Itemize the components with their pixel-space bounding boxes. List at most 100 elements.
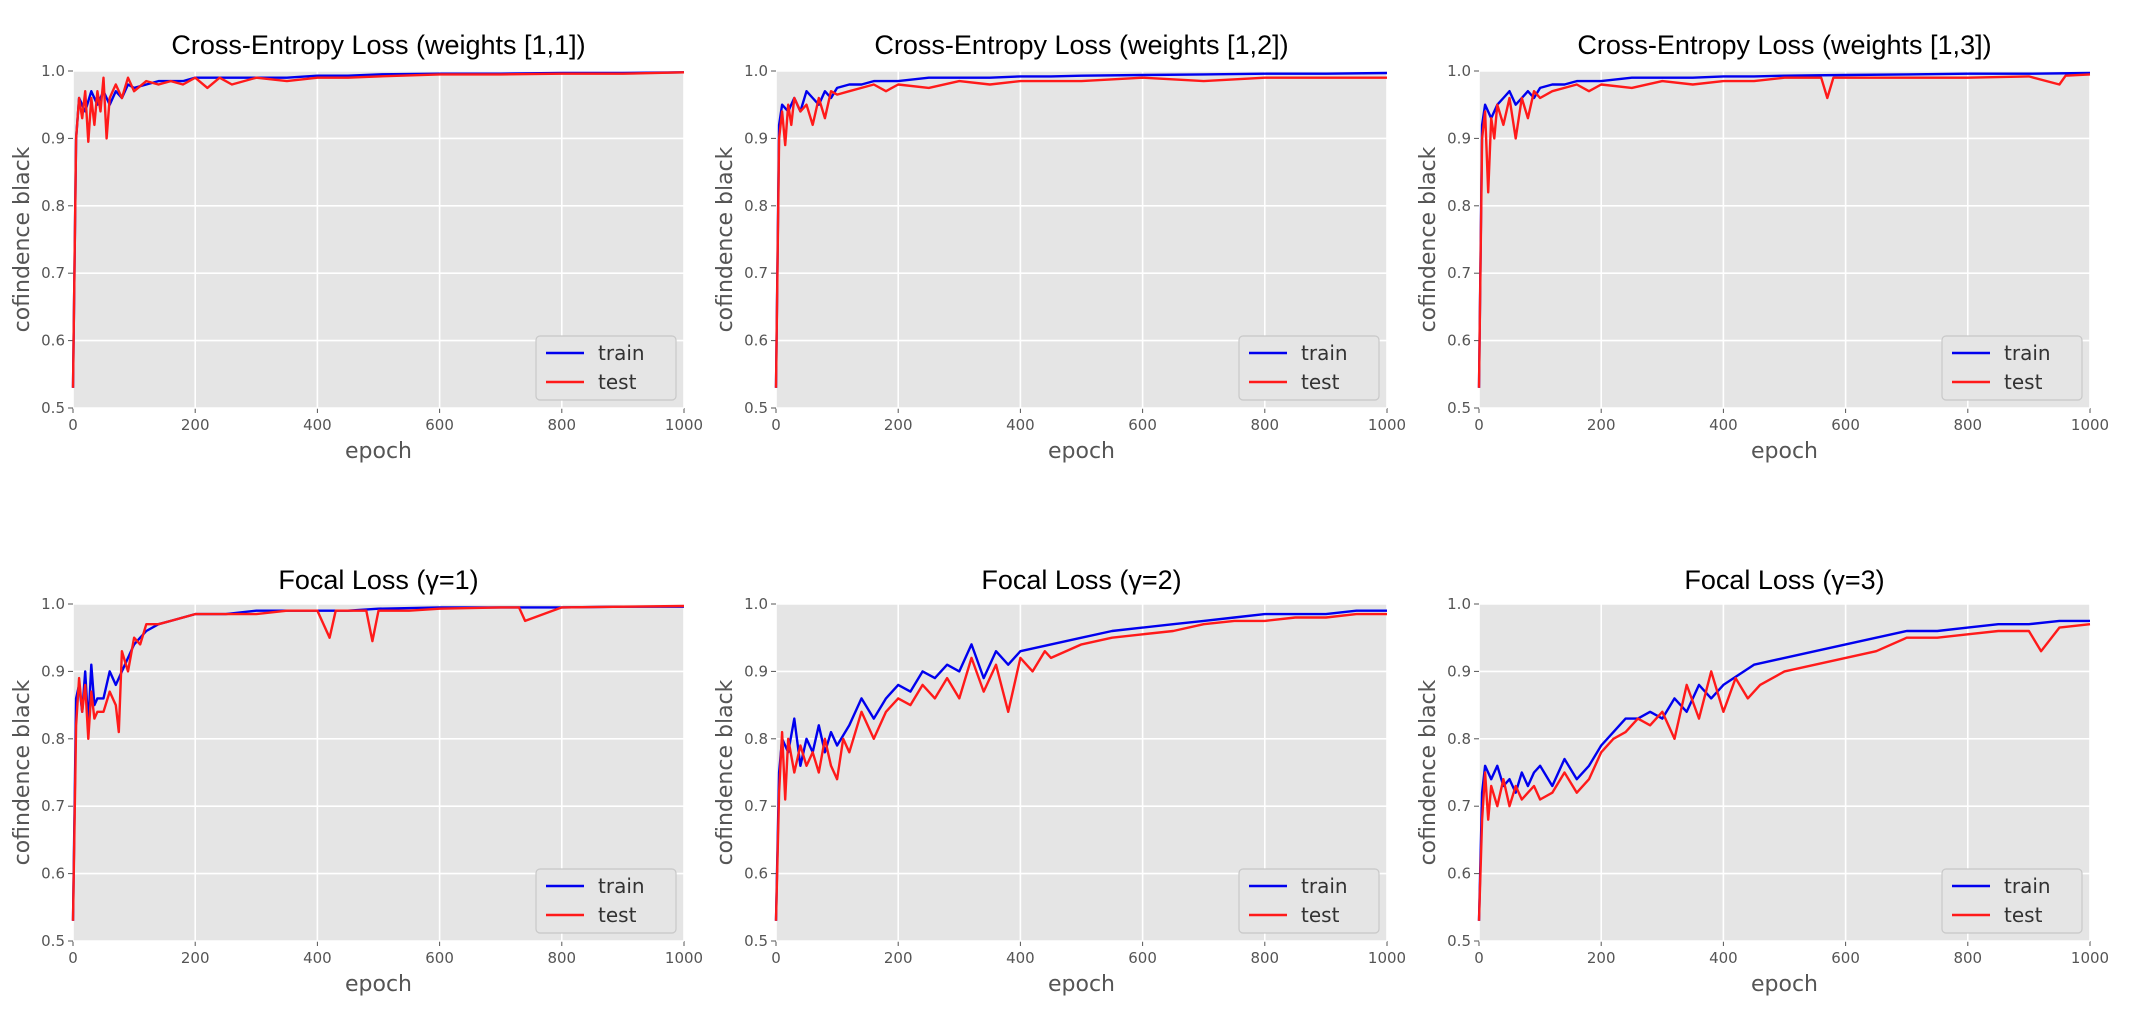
y-tick-label: 0.5: [41, 932, 65, 950]
y-tick-label: 0.5: [744, 932, 768, 950]
x-tick-label: 0: [68, 416, 78, 434]
x-tick-label: 0: [68, 949, 78, 967]
y-axis-label: cofindence black: [1416, 679, 1441, 865]
y-axis-label: cofindence black: [1416, 146, 1441, 332]
legend-label-test: test: [2004, 370, 2043, 394]
y-tick-label: 0.8: [41, 197, 65, 215]
y-tick-label: 1.0: [41, 595, 65, 613]
series-line-test: [774, 76, 1387, 388]
y-tick-label: 0.7: [41, 264, 65, 282]
x-tick-label: 800: [1953, 949, 1982, 967]
series-line-test: [1477, 623, 2091, 921]
y-tick-label: 0.9: [41, 662, 65, 680]
y-tick-label: 0.8: [1447, 197, 1471, 215]
x-axis-label: epoch: [1048, 439, 1115, 464]
y-tick-label: 0.6: [744, 332, 768, 350]
subplot-5: 0 200 400 600 800 1000 0.5 0.6 0.7 0.8 0.9 1.0 Focal…: [713, 565, 1406, 997]
legend-label-train: train: [598, 341, 645, 365]
chart-title: Focal Loss (γ=2): [981, 565, 1181, 595]
x-tick-label: 400: [303, 949, 332, 967]
y-tick-label: 0.5: [744, 399, 768, 417]
x-tick-label: 200: [1587, 949, 1616, 967]
series-line-train: [71, 71, 685, 388]
series-line-train: [1477, 71, 2091, 388]
x-tick-label: 600: [425, 416, 454, 434]
x-tick-label: 1000: [2071, 949, 2109, 967]
x-tick-label: 0: [1474, 416, 1484, 434]
x-axis-label: epoch: [1751, 972, 1818, 997]
y-tick-label: 0.9: [41, 129, 65, 147]
x-tick-label: 200: [884, 416, 913, 434]
x-tick-label: 1000: [665, 949, 703, 967]
legend-label-train: train: [2004, 874, 2051, 898]
series-line-test: [71, 71, 685, 388]
x-tick-label: 800: [1250, 416, 1279, 434]
x-tick-label: 1000: [1368, 949, 1406, 967]
x-tick-label: 1000: [665, 416, 703, 434]
x-tick-label: 400: [303, 416, 332, 434]
y-tick-label: 0.6: [1447, 865, 1471, 883]
chart-title: Cross-Entropy Loss (weights [1,1]): [171, 30, 585, 60]
x-tick-label: 1000: [2071, 416, 2109, 434]
subplot-2: 0 200 400 600 800 1000 0.5 0.6 0.7 0.8 0.9 1.0 Cross…: [713, 30, 1406, 464]
chart-title: Focal Loss (γ=1): [278, 565, 478, 595]
y-tick-label: 1.0: [41, 62, 65, 80]
y-tick-label: 0.9: [744, 662, 768, 680]
x-tick-label: 800: [547, 416, 576, 434]
y-tick-label: 0.9: [1447, 129, 1471, 147]
y-tick-label: 0.9: [744, 129, 768, 147]
x-tick-label: 600: [425, 949, 454, 967]
legend-label-test: test: [598, 370, 637, 394]
x-tick-label: 400: [1709, 416, 1738, 434]
x-tick-label: 200: [181, 416, 210, 434]
x-axis-label: epoch: [345, 439, 412, 464]
chart-title: Cross-Entropy Loss (weights [1,3]): [1577, 30, 1991, 60]
y-tick-label: 0.7: [1447, 264, 1471, 282]
x-tick-label: 600: [1831, 949, 1860, 967]
x-tick-label: 200: [884, 949, 913, 967]
x-tick-label: 200: [181, 949, 210, 967]
y-axis-label: cofindence black: [10, 146, 35, 332]
y-axis-label: cofindence black: [713, 679, 738, 865]
legend-label-test: test: [1301, 903, 1340, 927]
x-tick-label: 200: [1587, 416, 1616, 434]
y-tick-label: 0.7: [1447, 797, 1471, 815]
x-tick-label: 800: [547, 949, 576, 967]
legend-label-test: test: [598, 903, 637, 927]
x-tick-label: 0: [771, 949, 781, 967]
x-tick-label: 1000: [1368, 416, 1406, 434]
x-axis-label: epoch: [1048, 972, 1115, 997]
y-tick-label: 0.6: [744, 865, 768, 883]
series-line-train: [774, 609, 1387, 921]
y-tick-label: 1.0: [1447, 595, 1471, 613]
series-line-test: [774, 612, 1387, 921]
x-tick-label: 400: [1709, 949, 1738, 967]
x-tick-label: 400: [1006, 416, 1035, 434]
x-tick-label: 600: [1128, 416, 1157, 434]
x-tick-label: 800: [1250, 949, 1279, 967]
subplot-1: 0 200 400 600 800 1000 0.5 0.6 0.7 0.8 0.9 1.0 Cross…: [10, 30, 703, 464]
y-tick-label: 0.5: [41, 399, 65, 417]
legend-label-train: train: [2004, 341, 2051, 365]
y-tick-label: 1.0: [744, 595, 768, 613]
chart-title: Focal Loss (γ=3): [1684, 565, 1884, 595]
y-axis-label: cofindence black: [713, 146, 738, 332]
y-tick-label: 0.8: [1447, 730, 1471, 748]
x-tick-label: 600: [1831, 416, 1860, 434]
y-tick-label: 0.8: [41, 730, 65, 748]
y-axis-label: cofindence black: [10, 679, 35, 865]
x-tick-label: 0: [1474, 949, 1484, 967]
y-tick-label: 0.6: [41, 865, 65, 883]
legend-label-train: train: [1301, 874, 1348, 898]
y-tick-label: 0.7: [744, 797, 768, 815]
y-tick-label: 0.8: [744, 197, 768, 215]
y-tick-label: 0.8: [744, 730, 768, 748]
y-tick-label: 0.7: [41, 797, 65, 815]
x-tick-label: 600: [1128, 949, 1157, 967]
legend-label-train: train: [1301, 341, 1348, 365]
legend-label-test: test: [2004, 903, 2043, 927]
chart-title: Cross-Entropy Loss (weights [1,2]): [874, 30, 1288, 60]
y-tick-label: 0.5: [1447, 932, 1471, 950]
